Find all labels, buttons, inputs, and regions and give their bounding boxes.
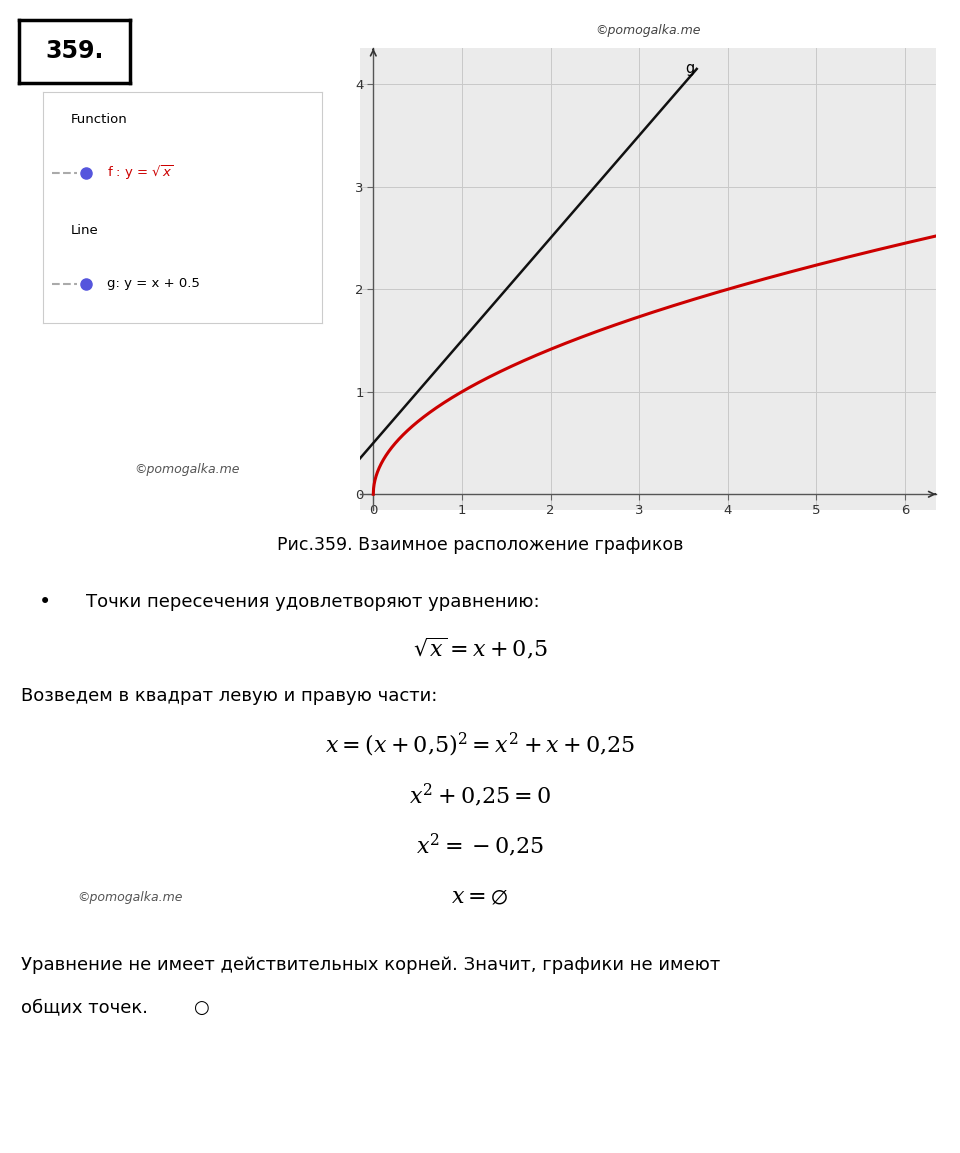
Text: $x^2 + 0{,}25 = 0$: $x^2 + 0{,}25 = 0$ [409,782,551,809]
Text: $x = (x + 0{,}5)^2 = x^2 + x + 0{,}25$: $x = (x + 0{,}5)^2 = x^2 + x + 0{,}25$ [324,731,636,759]
Text: $\sqrt{x} = x + 0{,}5$: $\sqrt{x} = x + 0{,}5$ [413,635,547,661]
Text: Рис.359. Взаимное расположение графиков: Рис.359. Взаимное расположение графиков [276,536,684,555]
Text: 359.: 359. [45,39,104,63]
Text: $x^2 = -0{,}25$: $x^2 = -0{,}25$ [416,831,544,859]
Text: Line: Line [71,224,99,238]
Text: g: y = x + 0.5: g: y = x + 0.5 [108,277,200,291]
Text: ©pomogalka.me: ©pomogalka.me [595,24,701,37]
Text: •: • [38,591,51,612]
Text: Уравнение не имеет действительных корней. Значит, графики не имеют: Уравнение не имеет действительных корней… [21,956,720,974]
Text: Function: Function [71,113,128,127]
Text: ©pomogalka.me: ©pomogalka.me [77,890,182,904]
Text: f : y = $\sqrt{x}$: f : y = $\sqrt{x}$ [108,164,174,182]
Text: ©pomogalka.me: ©pomogalka.me [134,462,240,476]
Text: Точки пересечения удовлетворяют уравнению:: Точки пересечения удовлетворяют уравнени… [86,593,540,611]
Text: общих точек.        ○: общих точек. ○ [21,998,210,1017]
Text: Возведем в квадрат левую и правую части:: Возведем в квадрат левую и правую части: [21,687,438,706]
Text: g: g [685,61,694,76]
Text: $x = \varnothing$: $x = \varnothing$ [451,887,509,907]
